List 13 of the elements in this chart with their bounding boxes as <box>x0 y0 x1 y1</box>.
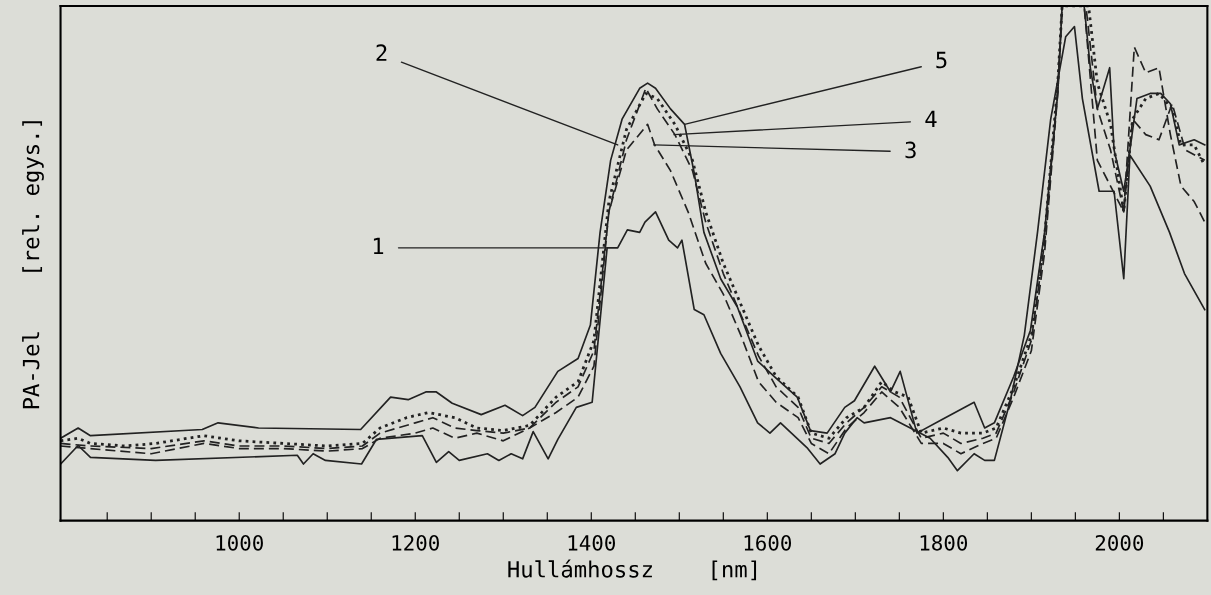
x-tick-label: 2000 <box>1095 534 1144 551</box>
x-tick-label: 1000 <box>216 534 263 551</box>
x-tick-label: 1800 <box>920 534 968 551</box>
annotation: 3 <box>905 141 916 159</box>
annotation: 2 <box>376 44 387 61</box>
x-tick-label: 1600 <box>744 534 792 551</box>
y-axis-title: PA-Jel [rel. egys.] <box>22 121 44 409</box>
annotation: 1 <box>373 237 384 255</box>
x-axis-title: Hullámhossz [nm] <box>508 559 757 581</box>
x-tick-label: 1200 <box>392 534 439 551</box>
x-tick-label: 1400 <box>568 534 616 551</box>
annotation: 4 <box>925 110 937 127</box>
annotation: 5 <box>936 51 947 69</box>
